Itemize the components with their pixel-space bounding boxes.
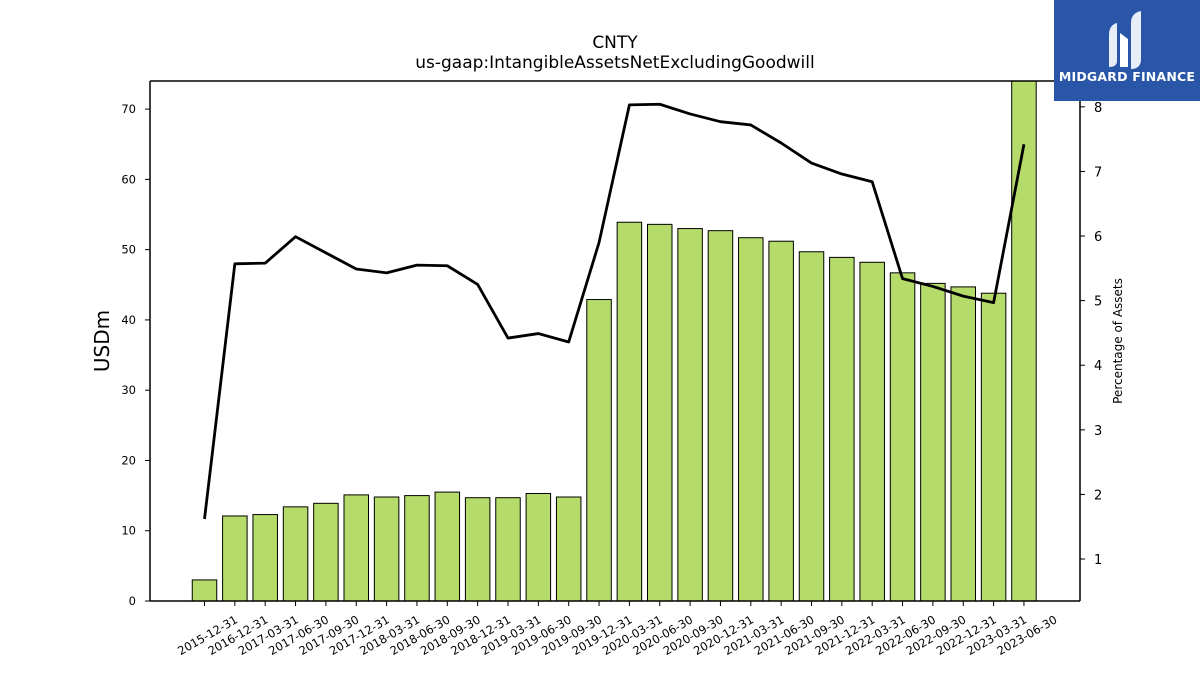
y-tick-label: 70 (121, 102, 136, 116)
bar (373, 496, 400, 602)
bar (434, 491, 461, 602)
bar (859, 261, 885, 602)
bar (525, 492, 552, 602)
series-line (203, 102, 1026, 520)
y2-tick-label: 8 (1094, 101, 1102, 116)
bar (586, 299, 612, 602)
bar (252, 514, 278, 602)
y2-tick-label: 3 (1094, 424, 1102, 439)
bar (738, 237, 764, 602)
bar (616, 221, 643, 602)
bar (404, 495, 430, 602)
y-tick-label: 40 (121, 313, 136, 327)
bar (768, 240, 794, 602)
y-tick-label: 30 (121, 383, 136, 397)
y2-tick-label: 4 (1094, 359, 1102, 374)
bar (464, 497, 491, 602)
bar (282, 506, 309, 602)
bar (798, 251, 825, 602)
bar (191, 579, 218, 602)
y-tick-label: 50 (121, 243, 136, 257)
brand-name: MIDGARD FINANCE (1058, 69, 1196, 84)
bar (707, 230, 734, 602)
y2-tick-label: 5 (1094, 295, 1102, 310)
chart-subtitle: us-gaap:IntangibleAssetsNetExcludingGood… (415, 53, 814, 73)
bar (829, 256, 855, 602)
brand-logo: MIDGARD FINANCE (1054, 0, 1200, 101)
y-axis-label: USDm (90, 310, 114, 372)
y-tick-label: 0 (129, 594, 136, 608)
y2-tick-label: 1 (1094, 553, 1102, 568)
y-tick-label: 60 (121, 172, 136, 186)
bar (647, 223, 673, 602)
bar (343, 494, 369, 602)
y-tick-label: 10 (121, 524, 136, 538)
bar (555, 496, 582, 602)
chart-title: CNTY (592, 33, 638, 53)
bar (222, 515, 248, 602)
bar (495, 497, 521, 602)
y2-tick-label: 6 (1094, 230, 1102, 245)
bar (980, 292, 1007, 602)
y-tick-label: 20 (121, 453, 136, 467)
bar (950, 286, 976, 602)
brand-mark-icon (1109, 11, 1141, 69)
bar (1011, 80, 1037, 602)
line-series (203, 102, 1026, 520)
bar (920, 282, 946, 602)
y2-tick-label: 7 (1094, 165, 1102, 180)
y2-tick-label: 2 (1094, 488, 1102, 503)
bar (313, 502, 339, 602)
bar-series (191, 80, 1037, 602)
bar (677, 228, 703, 602)
bar (889, 272, 916, 602)
y2-axis-label: Percentage of Assets (1111, 278, 1125, 404)
